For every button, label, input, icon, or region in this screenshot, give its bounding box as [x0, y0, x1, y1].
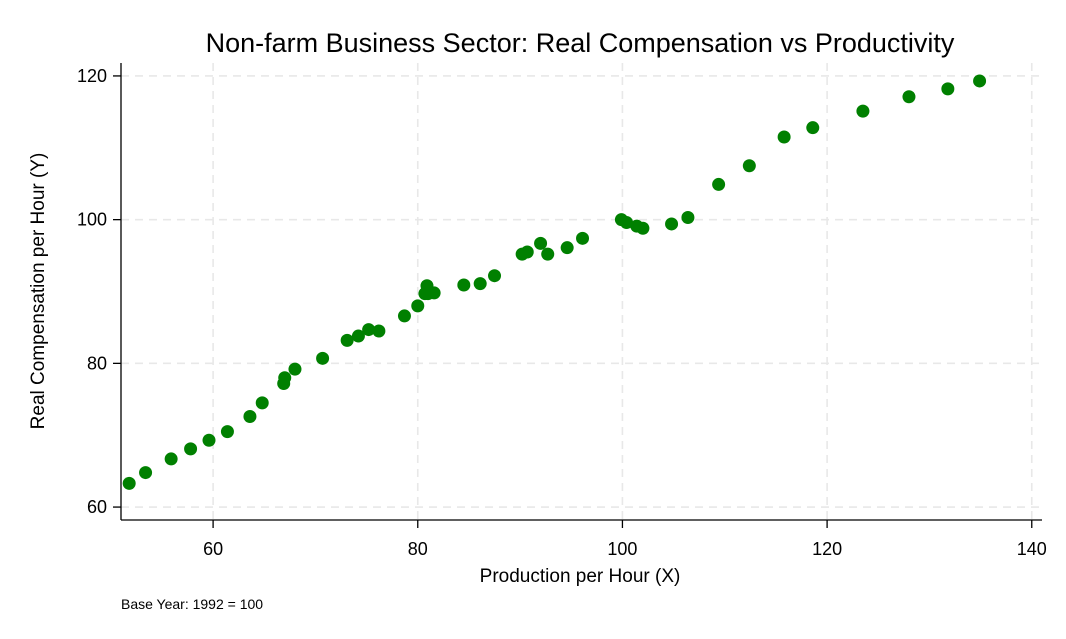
data-point: [636, 221, 650, 235]
data-point: [457, 278, 471, 292]
x-tick-label: 100: [607, 539, 637, 559]
data-point: [973, 74, 987, 88]
data-point: [164, 452, 178, 466]
data-point: [941, 82, 955, 96]
y-tick-label: 80: [87, 353, 107, 373]
data-point: [777, 130, 791, 144]
x-tick-label: 140: [1017, 539, 1047, 559]
data-point: [427, 286, 441, 300]
data-point: [712, 177, 726, 191]
data-point: [520, 245, 534, 259]
data-point: [541, 247, 555, 261]
data-point: [665, 217, 679, 231]
data-point: [278, 371, 292, 385]
data-point: [681, 210, 695, 224]
data-point: [397, 309, 411, 323]
data-point: [139, 466, 153, 480]
y-tick-label: 120: [77, 66, 107, 86]
data-point: [534, 236, 548, 250]
data-point: [856, 104, 870, 118]
data-point: [316, 351, 330, 365]
y-tick-label: 60: [87, 497, 107, 517]
data-point: [620, 216, 634, 230]
data-point: [255, 396, 269, 410]
y-tick-label: 100: [77, 210, 107, 230]
data-point: [220, 425, 234, 439]
data-point: [340, 333, 354, 347]
chart-title: Non-farm Business Sector: Real Compensat…: [206, 28, 955, 58]
data-point: [351, 329, 365, 343]
data-point: [488, 269, 502, 283]
y-axis-label: Real Compensation per Hour (Y): [28, 153, 49, 430]
data-point: [473, 277, 487, 291]
x-tick-label: 80: [408, 539, 428, 559]
data-point: [372, 324, 386, 338]
data-point: [411, 299, 425, 313]
base-year-note: Base Year: 1992 = 100: [121, 596, 263, 612]
x-tick-label: 120: [812, 539, 842, 559]
data-point: [806, 121, 820, 135]
x-tick-label: 60: [203, 539, 223, 559]
data-point: [243, 410, 257, 424]
data-point: [902, 90, 916, 104]
data-point: [184, 442, 198, 456]
data-point: [122, 476, 136, 490]
axes: 60 80 100 120 140 60 80 100 120: [77, 63, 1047, 559]
data-point: [202, 433, 216, 447]
data-point: [742, 159, 756, 173]
data-point: [362, 323, 376, 337]
data-point: [576, 231, 590, 245]
data-point: [288, 362, 302, 376]
scatter-points: [122, 74, 987, 490]
x-axis-label: Production per Hour (X): [480, 566, 681, 587]
data-point: [560, 241, 574, 255]
